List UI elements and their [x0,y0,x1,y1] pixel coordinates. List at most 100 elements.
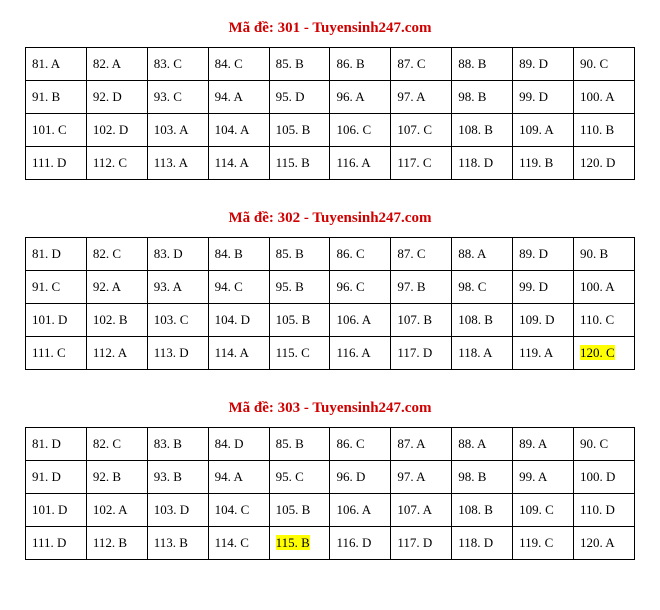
answer-cell: 83. D [147,238,208,271]
highlighted-answer: 120. C [580,345,615,360]
answer-cell: 92. A [86,271,147,304]
answer-cell: 114. C [208,527,269,560]
answer-cell: 111. C [26,337,87,370]
answer-cell: 86. B [330,48,391,81]
answer-cell: 97. A [391,81,452,114]
answer-cell: 98. C [452,271,513,304]
answer-cell: 117. D [391,337,452,370]
answer-cell: 103. C [147,304,208,337]
answer-cell: 84. C [208,48,269,81]
answer-cell: 117. C [391,147,452,180]
answer-cell: 115. B [269,527,330,560]
answer-cell: 91. B [26,81,87,114]
table-row: 101. D102. B103. C104. D105. B106. A107.… [26,304,635,337]
answer-cell: 105. B [269,304,330,337]
answer-table: 81. D82. C83. B84. D85. B86. C87. A88. A… [25,427,635,560]
table-row: 81. A82. A83. C84. C85. B86. B87. C88. B… [26,48,635,81]
answer-cell: 83. C [147,48,208,81]
answer-cell: 90. B [574,238,635,271]
answer-cell: 119. A [513,337,574,370]
answer-cell: 86. C [330,428,391,461]
answer-cell: 120. C [574,337,635,370]
answer-cell: 86. C [330,238,391,271]
answer-cell: 107. A [391,494,452,527]
answer-cell: 118. A [452,337,513,370]
answer-cell: 104. D [208,304,269,337]
answer-cell: 99. D [513,271,574,304]
answer-cell: 97. A [391,461,452,494]
highlighted-answer: 115. B [276,535,310,550]
section-title: Mã đề: 303 - Tuyensinh247.com [20,400,640,417]
answer-cell: 93. A [147,271,208,304]
answer-cell: 83. B [147,428,208,461]
answer-cell: 106. A [330,494,391,527]
answer-cell: 89. D [513,238,574,271]
answer-cell: 89. A [513,428,574,461]
answer-cell: 94. A [208,81,269,114]
answer-cell: 110. B [574,114,635,147]
answer-cell: 114. A [208,147,269,180]
answer-cell: 101. C [26,114,87,147]
table-row: 81. D82. C83. B84. D85. B86. C87. A88. A… [26,428,635,461]
answer-cell: 100. A [574,81,635,114]
answer-cell: 104. C [208,494,269,527]
answer-table: 81. D82. C83. D84. B85. B86. C87. C88. A… [25,237,635,370]
table-row: 91. B92. D93. C94. A95. D96. A97. A98. B… [26,81,635,114]
answer-section: Mã đề: 301 - Tuyensinh247.com81. A82. A8… [20,20,640,180]
answer-cell: 92. D [86,81,147,114]
table-row: 111. D112. C113. A114. A115. B116. A117.… [26,147,635,180]
answer-cell: 82. A [86,48,147,81]
answer-cell: 112. B [86,527,147,560]
answer-cell: 88. B [452,48,513,81]
answer-cell: 91. D [26,461,87,494]
answer-cell: 92. B [86,461,147,494]
answer-cell: 115. B [269,147,330,180]
answer-cell: 90. C [574,48,635,81]
answer-cell: 110. D [574,494,635,527]
answer-cell: 95. C [269,461,330,494]
answer-cell: 107. B [391,304,452,337]
answer-cell: 120. A [574,527,635,560]
table-row: 91. C92. A93. A94. C95. B96. C97. B98. C… [26,271,635,304]
answer-cell: 106. C [330,114,391,147]
answer-cell: 88. A [452,238,513,271]
answer-cell: 116. A [330,337,391,370]
answer-cell: 100. D [574,461,635,494]
answer-cell: 111. D [26,147,87,180]
answer-cell: 99. D [513,81,574,114]
answer-cell: 108. B [452,494,513,527]
answer-cell: 112. C [86,147,147,180]
table-row: 101. C102. D103. A104. A105. B106. C107.… [26,114,635,147]
answer-cell: 85. B [269,48,330,81]
answer-cell: 115. C [269,337,330,370]
answer-cell: 109. C [513,494,574,527]
table-row: 101. D102. A103. D104. C105. B106. A107.… [26,494,635,527]
answer-cell: 113. D [147,337,208,370]
answer-cell: 85. B [269,428,330,461]
answer-table: 81. A82. A83. C84. C85. B86. B87. C88. B… [25,47,635,180]
answer-cell: 93. B [147,461,208,494]
answer-cell: 84. D [208,428,269,461]
answer-cell: 102. D [86,114,147,147]
answer-cell: 114. A [208,337,269,370]
answer-cell: 81. A [26,48,87,81]
answer-section: Mã đề: 303 - Tuyensinh247.com 81. D82. C8… [20,400,640,560]
answer-cell: 100. A [574,271,635,304]
answer-cell: 81. D [26,238,87,271]
answer-cell: 117. D [391,527,452,560]
answer-cell: 108. B [452,304,513,337]
answer-cell: 96. C [330,271,391,304]
answer-cell: 98. B [452,81,513,114]
answer-cell: 107. C [391,114,452,147]
answer-cell: 98. B [452,461,513,494]
table-row: 111. C112. A113. D114. A115. C116. A117.… [26,337,635,370]
answer-cell: 105. B [269,114,330,147]
answer-cell: 113. A [147,147,208,180]
table-row: 111. D112. B113. B114. C115. B116. D117.… [26,527,635,560]
answer-cell: 87. C [391,238,452,271]
table-row: 81. D82. C83. D84. B85. B86. C87. C88. A… [26,238,635,271]
answer-cell: 94. C [208,271,269,304]
answer-cell: 109. D [513,304,574,337]
section-title: Mã đề: 302 - Tuyensinh247.com [20,210,640,227]
answer-cell: 95. B [269,271,330,304]
